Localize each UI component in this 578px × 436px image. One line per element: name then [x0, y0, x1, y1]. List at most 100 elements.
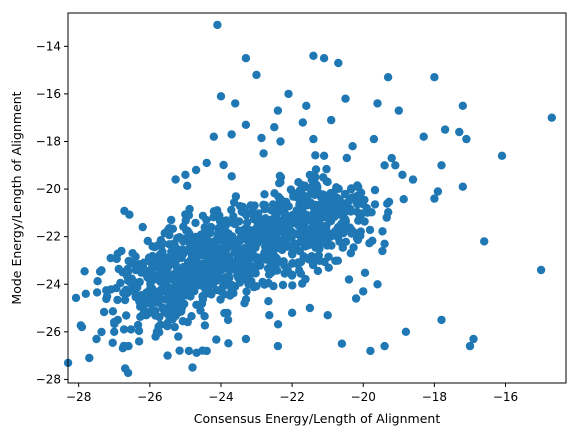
scatter-point — [181, 170, 190, 179]
scatter-point — [206, 238, 215, 247]
scatter-point — [399, 195, 408, 204]
scatter-point — [112, 254, 121, 264]
scatter-point — [224, 339, 233, 348]
scatter-point — [365, 239, 374, 248]
scatter-point — [178, 283, 187, 292]
plot-frame — [67, 12, 567, 384]
scatter-point — [298, 279, 307, 288]
scatter-point — [333, 256, 342, 265]
scatter-point — [227, 262, 236, 271]
scatter-point — [382, 213, 391, 222]
scatter-point — [271, 252, 280, 262]
scatter-point — [373, 280, 382, 289]
scatter-point — [99, 307, 109, 317]
scatter-point — [440, 125, 450, 134]
scatter-point — [174, 332, 183, 341]
scatter-point — [303, 211, 313, 220]
scatter-point — [469, 334, 478, 344]
scatter-point — [342, 153, 351, 163]
scatter-point — [383, 73, 393, 82]
scatter-point — [154, 322, 163, 331]
scatter-point — [165, 255, 175, 265]
scatter-point — [351, 294, 361, 303]
scatter-point — [324, 252, 333, 261]
scatter-point — [309, 51, 318, 60]
scatter-point — [338, 239, 347, 248]
scatter-point — [326, 200, 335, 210]
x-tick-label: −28 — [66, 390, 91, 404]
scatter-point — [134, 337, 144, 346]
scatter-point — [240, 228, 250, 238]
scatter-point — [77, 322, 87, 332]
scatter-point — [97, 266, 106, 275]
scatter-point — [268, 231, 277, 240]
scatter-point — [151, 311, 160, 320]
scatter-point — [119, 325, 129, 334]
scatter-point — [284, 89, 293, 99]
scatter-point — [323, 177, 332, 187]
x-tick-label: −16 — [493, 390, 518, 404]
scatter-point — [264, 278, 273, 288]
scatter-point — [124, 256, 133, 266]
scatter-point — [168, 289, 177, 298]
scatter-point — [391, 161, 400, 170]
scatter-point — [194, 272, 204, 282]
scatter-point — [344, 275, 354, 284]
scatter-point — [168, 224, 178, 233]
scatter-point — [246, 235, 255, 245]
scatter-point — [147, 305, 157, 314]
scatter-point — [455, 127, 464, 137]
scatter-point — [290, 212, 300, 221]
scatter-point — [183, 181, 192, 190]
scatter-point — [207, 290, 216, 299]
scatter-point — [311, 253, 321, 262]
scatter-point — [160, 229, 169, 238]
scatter-point — [319, 151, 329, 160]
scatter-point — [223, 315, 233, 325]
scatter-point — [360, 217, 369, 226]
scatter-point — [253, 229, 262, 238]
scatter-point — [288, 281, 297, 290]
scatter-point — [287, 308, 297, 317]
scatter-point — [334, 208, 344, 218]
scatter-point — [265, 311, 274, 320]
scatter-point — [249, 282, 259, 292]
scatter-point — [207, 267, 217, 276]
scatter-point — [152, 298, 162, 307]
scatter-point — [192, 300, 201, 309]
scatter-point — [216, 92, 226, 101]
scatter-point — [214, 228, 223, 237]
scatter-point — [158, 239, 167, 248]
scatter-point — [180, 299, 189, 309]
scatter-point — [348, 142, 357, 151]
scatter-point — [133, 283, 142, 292]
scatter-point — [243, 218, 252, 227]
scatter-point — [102, 294, 111, 304]
scatter-point — [220, 224, 229, 234]
scatter-point — [168, 245, 178, 254]
y-tick-label: −28 — [36, 372, 61, 386]
scatter-point — [173, 296, 182, 305]
scatter-point — [357, 209, 366, 218]
scatter-point — [128, 249, 137, 258]
scatter-point — [110, 319, 119, 329]
scatter-point — [458, 182, 467, 191]
scatter-point — [354, 182, 363, 192]
scatter-point — [260, 228, 269, 238]
x-tick-label: −24 — [208, 390, 233, 404]
y-tick-label: −18 — [36, 134, 61, 148]
x-tick-label: −22 — [279, 390, 304, 404]
scatter-point — [437, 315, 446, 325]
scatter-point — [366, 346, 375, 356]
scatter-point — [300, 197, 309, 206]
scatter-point — [214, 252, 223, 261]
scatter-point — [174, 267, 183, 276]
scatter-point — [380, 239, 389, 248]
scatter-point — [319, 54, 329, 63]
scatter-point — [163, 351, 172, 360]
scatter-point — [276, 137, 285, 146]
scatter-point — [234, 258, 243, 267]
scatter-point — [332, 228, 341, 238]
scatter-point — [275, 171, 285, 181]
